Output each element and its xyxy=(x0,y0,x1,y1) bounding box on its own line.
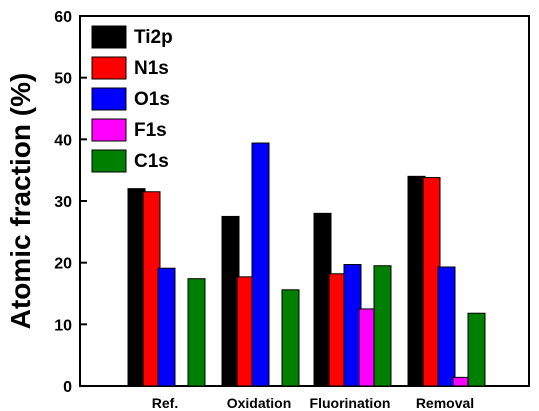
bar-c1s-removal xyxy=(467,312,486,387)
bar-ti2p-removal xyxy=(407,175,426,387)
bar-n1s-removal xyxy=(422,177,441,387)
legend-label-c1s: C1s xyxy=(134,151,169,172)
legend-label-n1s: N1s xyxy=(134,58,169,79)
x-category-label: Ref. xyxy=(152,395,178,411)
legend-swatch-ti2p xyxy=(91,25,127,49)
legend-swatch-c1s xyxy=(91,149,127,173)
y-axis: 0 10 20 30 40 50 60 xyxy=(54,9,87,396)
bar-o1s-fluorination xyxy=(343,264,362,387)
y-axis-label: Atomic fraction (%) xyxy=(5,73,36,330)
legend-label-ti2p: Ti2p xyxy=(134,27,173,48)
y-tick-label: 60 xyxy=(54,9,72,26)
legend-swatch-o1s xyxy=(91,87,127,111)
bar-f1s-fluorination xyxy=(358,308,377,387)
bar-c1s-oxidation xyxy=(281,289,300,387)
bar-c1s-ref xyxy=(187,278,206,387)
bar-n1s-fluorination xyxy=(328,273,347,387)
legend-label-f1s: F1s xyxy=(134,120,167,141)
legend-swatch-f1s xyxy=(91,118,127,142)
y-tick-label: 50 xyxy=(54,71,72,88)
legend-label-o1s: O1s xyxy=(134,89,170,110)
bar-o1s-removal xyxy=(437,266,456,387)
y-tick-label: 10 xyxy=(54,317,72,334)
bar-ti2p-ref xyxy=(127,188,146,387)
x-category-label: Oxidation xyxy=(227,395,292,411)
y-tick-label: 30 xyxy=(54,194,72,211)
bar-o1s-ref xyxy=(157,267,176,387)
bar-f1s-removal xyxy=(452,376,471,387)
x-axis-labels: Ref. Oxidation Fluorination Removal xyxy=(152,395,474,411)
bars-group xyxy=(127,142,486,387)
bar-ti2p-fluorination xyxy=(313,212,332,387)
bar-o1s-oxidation xyxy=(251,142,270,387)
y-tick-label: 40 xyxy=(54,132,72,149)
bar-ti2p-oxidation xyxy=(221,215,240,387)
y-tick-label: 0 xyxy=(63,379,72,396)
x-category-label: Removal xyxy=(416,395,474,411)
x-category-label: Fluorination xyxy=(310,395,391,411)
bar-c1s-fluorination xyxy=(373,265,392,387)
legend: Ti2p N1s O1s F1s C1s xyxy=(91,25,173,173)
y-tick-label: 20 xyxy=(54,256,72,273)
bar-n1s-ref xyxy=(142,191,161,387)
legend-swatch-n1s xyxy=(91,56,127,80)
bar-n1s-oxidation xyxy=(236,276,255,387)
